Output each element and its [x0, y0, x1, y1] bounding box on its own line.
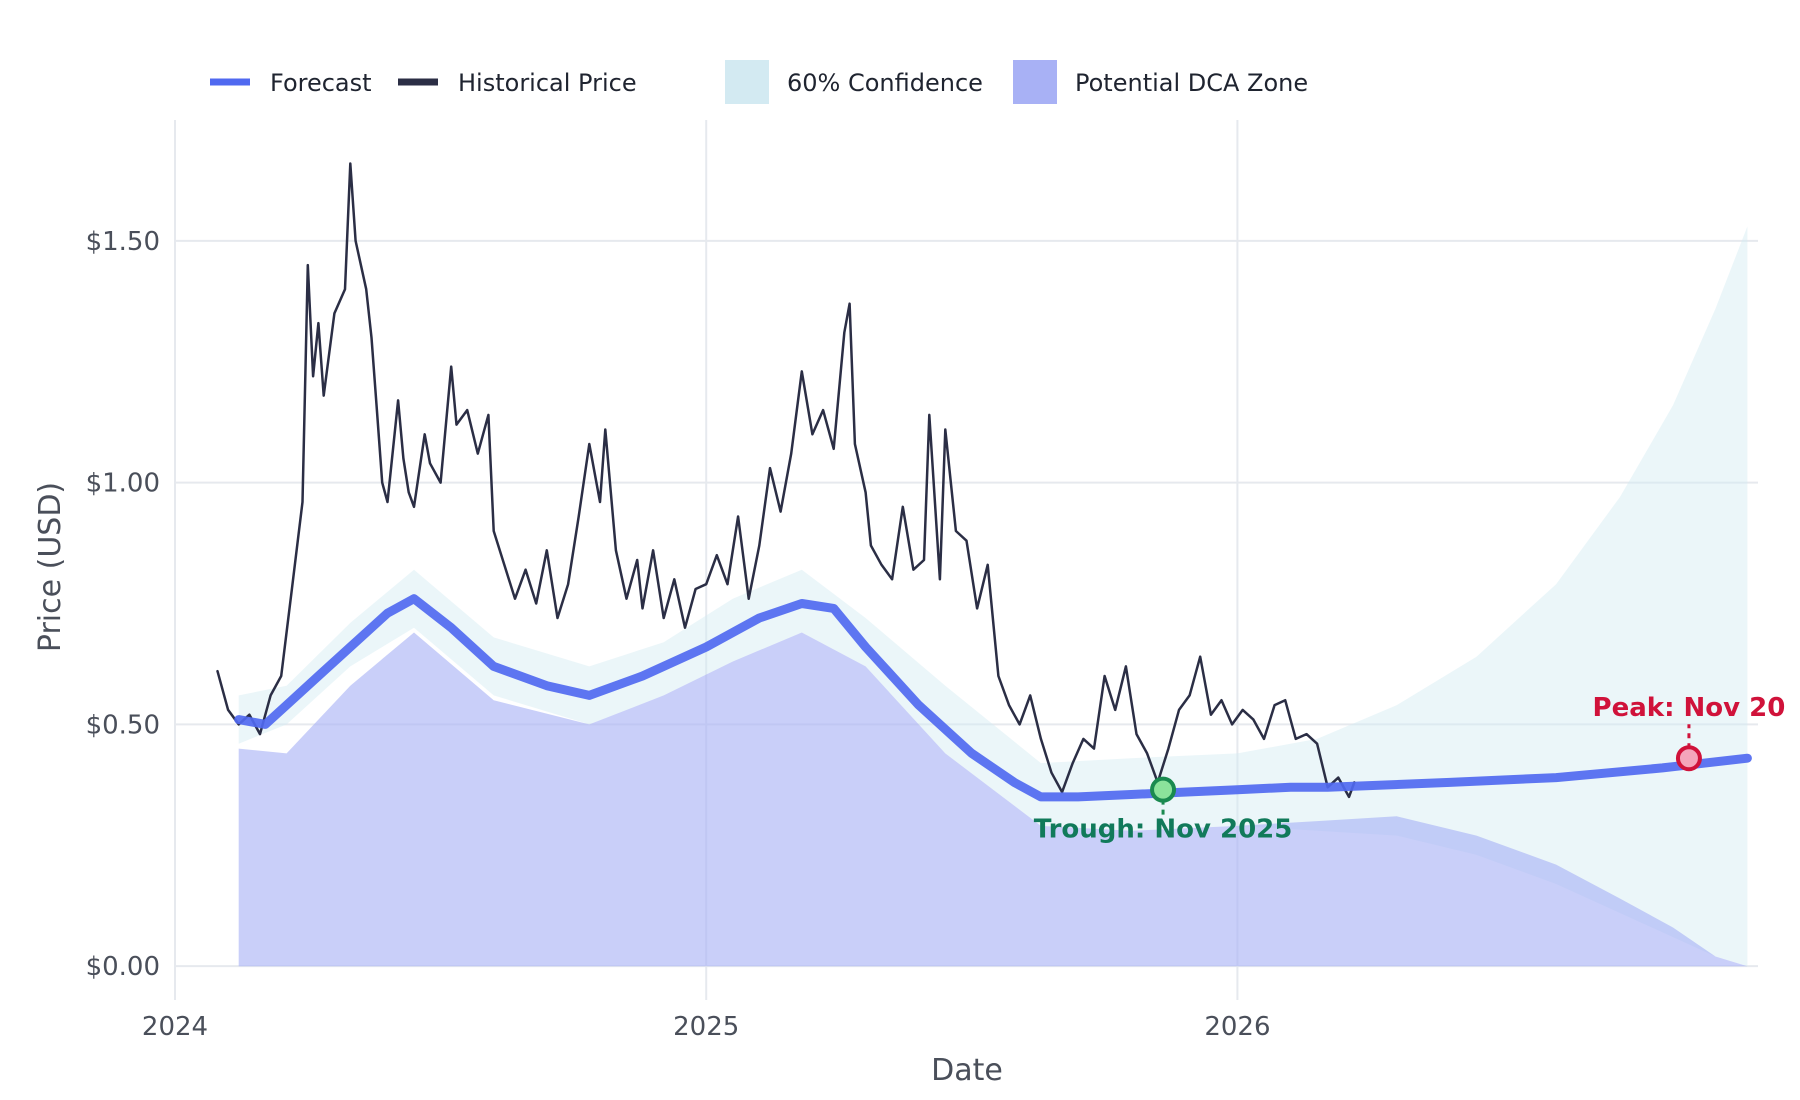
axis-ticks: $0.00 $0.50 $1.00 $1.50 2024 2025 2026 — [86, 227, 1271, 1042]
legend-swatch — [1013, 60, 1057, 104]
series-lines — [216, 162, 1752, 802]
legend-label: Historical Price — [458, 69, 637, 97]
legend-label: Forecast — [270, 69, 372, 97]
y-tick-label: $0.00 — [86, 952, 160, 982]
legend-swatch — [725, 60, 769, 104]
peak-marker — [1675, 745, 1702, 772]
y-axis-title: Price (USD) — [33, 482, 68, 652]
trough-marker — [1150, 776, 1177, 803]
legend-item-historical-price: Historical Price — [398, 69, 637, 97]
confidence-bands — [238, 226, 1748, 967]
x-tick-label: 2025 — [673, 1012, 739, 1042]
y-tick-label: $0.50 — [86, 710, 160, 740]
legend-label: 60% Confidence — [787, 69, 983, 97]
y-tick-label: $1.50 — [86, 227, 160, 257]
legend-item-forecast: Forecast — [210, 69, 372, 97]
legend-item-potential-dca-zone: Potential DCA Zone — [1013, 60, 1308, 104]
potential-dca-zone-band — [238, 632, 1748, 967]
historical-price-line — [216, 162, 1356, 799]
legend: Forecast Historical Price 60% Confidence Po… — [210, 60, 1308, 104]
x-tick-label: 2024 — [142, 1012, 208, 1042]
x-tick-label: 2026 — [1204, 1012, 1270, 1042]
legend-label: Potential DCA Zone — [1075, 69, 1308, 97]
trough-annotation: Trough: Nov 2025 — [1034, 815, 1293, 845]
legend-item-60-confidence: 60% Confidence — [725, 60, 983, 104]
x-axis-title: Date — [931, 1053, 1003, 1088]
peak-annotation: Peak: Nov 20 — [1593, 693, 1786, 723]
y-tick-label: $1.00 — [86, 469, 160, 499]
forecast-line — [234, 594, 1752, 802]
event-markers: Trough: Nov 2025 Peak: Nov 20 — [1034, 693, 1786, 844]
